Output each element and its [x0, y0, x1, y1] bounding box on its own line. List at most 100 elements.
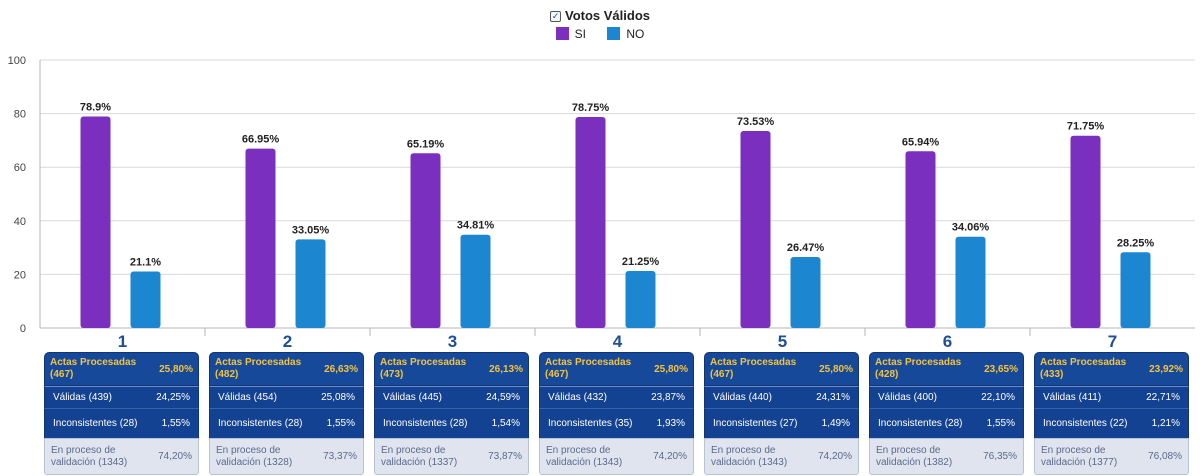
validas-value: 24,25%	[156, 392, 190, 403]
en-proceso-value: 74,20%	[818, 450, 852, 462]
summary-card-1: Actas Procesadas (467) 25,80% Válidas (43…	[44, 352, 199, 476]
data-label-no: 33.05%	[292, 224, 330, 236]
validas-row: Válidas (454) 25,08%	[209, 386, 364, 408]
inconsistentes-value: 1,55%	[326, 417, 355, 429]
validas-label: Válidas (454)	[218, 392, 277, 403]
bar-chart: 0 20 40 60 80 100 78.9% 21.1% 1 66.95% 33.05% 2 65.1…	[8, 55, 1195, 351]
bar-si-3	[410, 153, 441, 328]
inconsistentes-label: Inconsistentes (22)	[1043, 417, 1128, 429]
en-proceso-row: En proceso de validación (1377) 76,08%	[1034, 438, 1189, 475]
data-label-no: 28.25%	[1117, 237, 1155, 249]
actas-procesadas-value: 25,80%	[819, 363, 853, 375]
legend-swatch-si	[555, 27, 569, 40]
inconsistentes-row: Inconsistentes (27) 1,49%	[704, 408, 859, 438]
actas-procesadas-label: Actas Procesadas (433)	[1040, 357, 1127, 380]
summary-card-2: Actas Procesadas (482) 26,63% Válidas (45…	[209, 352, 364, 476]
actas-procesadas-label: Actas Procesadas (482)	[215, 357, 302, 380]
y-tick-label: 100	[8, 55, 26, 67]
data-label-si: 66.95%	[242, 134, 280, 146]
x-tick-label: 7	[1108, 332, 1117, 351]
validas-row: Válidas (400) 22,10%	[869, 386, 1024, 408]
en-proceso-row: En proceso de validación (1343) 74,20%	[44, 438, 199, 475]
actas-procesadas-value: 26,13%	[489, 363, 523, 375]
y-tick-label: 20	[14, 269, 26, 281]
bar-si-6	[905, 151, 936, 328]
legend-label-no: NO	[626, 27, 645, 41]
x-tick-label: 2	[283, 332, 292, 351]
legend-item-no[interactable]: NO	[607, 27, 644, 41]
validas-label: Válidas (400)	[878, 392, 937, 403]
y-tick-label: 40	[14, 216, 26, 228]
inconsistentes-label: Inconsistentes (28)	[53, 417, 138, 429]
validas-value: 22,10%	[981, 392, 1015, 403]
en-proceso-value: 73,37%	[323, 450, 357, 462]
bar-si-7	[1070, 135, 1101, 328]
validas-label: Válidas (445)	[383, 392, 442, 403]
inconsistentes-label: Inconsistentes (27)	[713, 417, 798, 429]
validas-row: Válidas (411) 22,71%	[1034, 386, 1189, 408]
summary-card-5: Actas Procesadas (467) 25,80% Válidas (44…	[704, 352, 859, 476]
inconsistentes-value: 1,93%	[656, 417, 685, 429]
inconsistentes-value: 1,55%	[161, 417, 190, 429]
en-proceso-row: En proceso de validación (1382) 76,35%	[869, 438, 1024, 475]
bar-no-5	[790, 257, 821, 328]
en-proceso-label: En proceso de validación (1343)	[51, 444, 128, 468]
bar-no-2	[295, 239, 326, 328]
en-proceso-label: En proceso de validación (1337)	[381, 444, 458, 468]
validas-value: 23,87%	[651, 392, 685, 403]
actas-procesadas-label: Actas Procesadas (428)	[875, 357, 962, 380]
summary-card-3: Actas Procesadas (473) 26,13% Válidas (44…	[374, 352, 529, 476]
inconsistentes-row: Inconsistentes (28) 1,54%	[374, 408, 529, 438]
data-label-no: 26.47%	[787, 242, 825, 254]
summary-card-4: Actas Procesadas (467) 25,80% Válidas (43…	[539, 352, 694, 476]
inconsistentes-row: Inconsistentes (35) 1,93%	[539, 408, 694, 438]
card-header: Actas Procesadas (467) 25,80%	[44, 352, 199, 386]
validas-label: Válidas (440)	[713, 392, 772, 403]
inconsistentes-value: 1,54%	[491, 417, 520, 429]
card-header: Actas Procesadas (482) 26,63%	[209, 352, 364, 386]
data-label-no: 34.81%	[457, 220, 495, 232]
legend-item-si[interactable]: SI	[555, 27, 586, 41]
en-proceso-value: 76,35%	[983, 450, 1017, 462]
legend-title[interactable]: ✓ Votos Válidos	[0, 8, 1200, 23]
validas-value: 24,31%	[816, 392, 850, 403]
en-proceso-value: 74,20%	[653, 450, 687, 462]
y-tick-label: 60	[14, 162, 26, 174]
checkbox-icon[interactable]: ✓	[550, 11, 561, 22]
data-label-si: 78.9%	[80, 102, 111, 114]
en-proceso-label: En proceso de validación (1343)	[711, 444, 788, 468]
data-label-si: 65.19%	[407, 138, 445, 150]
en-proceso-value: 73,87%	[488, 450, 522, 462]
inconsistentes-value: 1,55%	[986, 417, 1015, 429]
validas-label: Válidas (411)	[1043, 392, 1102, 403]
bar-no-1	[130, 271, 161, 328]
en-proceso-label: En proceso de validación (1343)	[546, 444, 623, 468]
inconsistentes-label: Inconsistentes (28)	[383, 417, 468, 429]
bar-si-4	[575, 116, 606, 328]
bar-si-2	[245, 148, 276, 328]
validas-value: 25,08%	[321, 392, 355, 403]
x-tick-label: 4	[613, 332, 623, 351]
data-label-si: 71.75%	[1067, 121, 1105, 133]
actas-procesadas-value: 23,65%	[984, 363, 1018, 375]
en-proceso-label: En proceso de validación (1377)	[1041, 444, 1118, 468]
bar-no-6	[955, 236, 986, 328]
en-proceso-row: En proceso de validación (1343) 74,20%	[539, 438, 694, 475]
actas-procesadas-label: Actas Procesadas (467)	[710, 357, 797, 380]
x-tick-label: 3	[448, 332, 457, 351]
x-tick-label: 5	[778, 332, 787, 351]
inconsistentes-row: Inconsistentes (22) 1,21%	[1034, 408, 1189, 438]
actas-procesadas-label: Actas Procesadas (467)	[545, 357, 632, 380]
actas-procesadas-value: 25,80%	[654, 363, 688, 375]
validas-value: 22,71%	[1146, 392, 1180, 403]
actas-procesadas-value: 26,63%	[324, 363, 358, 375]
inconsistentes-value: 1,21%	[1151, 417, 1180, 429]
validas-row: Válidas (445) 24,59%	[374, 386, 529, 408]
validas-label: Válidas (439)	[53, 392, 112, 403]
validas-row: Válidas (439) 24,25%	[44, 386, 199, 408]
inconsistentes-value: 1,49%	[821, 417, 850, 429]
en-proceso-value: 74,20%	[158, 450, 192, 462]
data-label-no: 34.06%	[952, 222, 990, 234]
en-proceso-row: En proceso de validación (1328) 73,37%	[209, 438, 364, 475]
validas-row: Válidas (440) 24,31%	[704, 386, 859, 408]
